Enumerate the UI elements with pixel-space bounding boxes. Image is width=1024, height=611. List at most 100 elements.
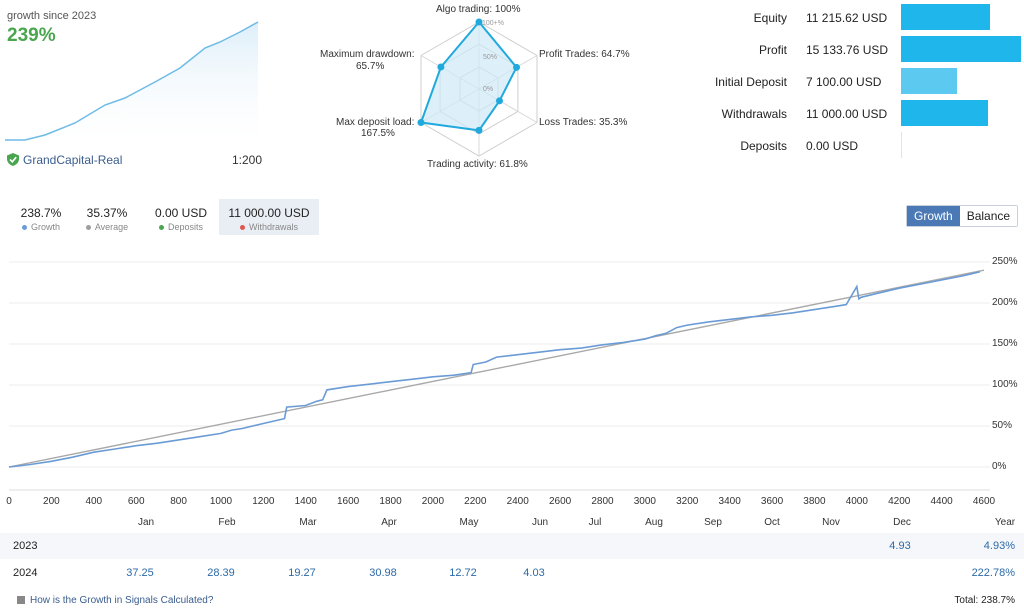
radar-scale-50: 50% xyxy=(483,54,497,61)
table-cell: 19.27 xyxy=(288,567,316,579)
stat-name: Initial Deposit xyxy=(715,75,787,89)
mini-growth-chart xyxy=(5,20,260,142)
stat-bar xyxy=(901,132,902,158)
stat-bar xyxy=(901,100,988,126)
table-cell: 12.72 xyxy=(449,567,477,579)
radar-point xyxy=(496,97,503,104)
table-cell: 4.93 xyxy=(889,540,910,552)
legend-dot xyxy=(22,225,27,230)
radar-scale-0: 0% xyxy=(483,86,493,93)
radar-label-deposit-load: Max deposit load: xyxy=(336,117,414,128)
stat-name: Withdrawals xyxy=(722,107,787,121)
stat-name: Deposits xyxy=(740,139,787,153)
month-label: Dec xyxy=(893,517,911,528)
radar-label-activity: Trading activity: 61.8% xyxy=(427,159,528,170)
stat-row: Withdrawals 11 000.00 USD xyxy=(700,100,1020,126)
table-cell: 30.98 xyxy=(369,567,397,579)
stat-bar xyxy=(901,4,990,30)
y-tick-label: 150% xyxy=(992,338,1018,349)
x-tick-label: 800 xyxy=(170,496,187,507)
month-label: Apr xyxy=(381,517,397,528)
month-label: Jun xyxy=(532,517,548,528)
summary-value: 11 000.00 USD xyxy=(219,206,319,220)
x-tick-label: 2000 xyxy=(422,496,444,507)
legend-dot xyxy=(86,225,91,230)
stat-row: Deposits 0.00 USD xyxy=(700,132,1020,158)
summary-value: 35.37% xyxy=(84,206,130,220)
summary-value: 238.7% xyxy=(18,206,64,220)
summary-key-text: Deposits xyxy=(168,222,203,232)
table-cell: 28.39 xyxy=(207,567,235,579)
x-tick-label: 2600 xyxy=(549,496,571,507)
x-tick-label: 600 xyxy=(128,496,145,507)
stat-bar xyxy=(901,36,1021,62)
radar-point xyxy=(513,64,520,71)
trend-series-line xyxy=(9,270,984,467)
month-label: Aug xyxy=(645,517,663,528)
x-tick-label: 2400 xyxy=(507,496,529,507)
growth-button[interactable]: Growth xyxy=(907,206,960,226)
radar-label-drawdown: Maximum drawdown: xyxy=(320,49,414,60)
radar-label-algo: Algo trading: 100% xyxy=(436,4,521,15)
table-row-total: 4.93% xyxy=(984,540,1015,552)
radar-point xyxy=(476,127,483,134)
summary-key-text: Growth xyxy=(31,222,60,232)
radar-chart: 100+% 50% 0% xyxy=(400,0,560,170)
radar-point xyxy=(417,119,424,126)
growth-chart xyxy=(0,250,1024,495)
summary-key: Deposits xyxy=(153,222,209,232)
radar-value-drawdown: 65.7% xyxy=(356,61,384,72)
balance-button[interactable]: Balance xyxy=(960,206,1017,226)
growth-calculation-help-link[interactable]: How is the Growth in Signals Calculated? xyxy=(30,595,213,606)
radar-point xyxy=(437,63,444,70)
y-tick-label: 200% xyxy=(992,297,1018,308)
month-label: Oct xyxy=(764,517,780,528)
stat-value: 7 100.00 USD xyxy=(806,75,881,89)
mini-chart-area xyxy=(5,22,258,142)
x-tick-label: 0 xyxy=(6,496,12,507)
table-cell: 4.03 xyxy=(523,567,544,579)
help-icon xyxy=(17,596,25,604)
summary-key: Average xyxy=(84,222,130,232)
month-label: Feb xyxy=(218,517,235,528)
account-name-link[interactable]: GrandCapital-Real xyxy=(23,153,122,167)
summary-item: 238.7% Growth xyxy=(18,206,64,232)
x-tick-label: 2800 xyxy=(591,496,613,507)
x-tick-label: 1800 xyxy=(379,496,401,507)
x-tick-label: 3200 xyxy=(676,496,698,507)
table-row-total: 222.78% xyxy=(972,567,1015,579)
stat-value: 15 133.76 USD xyxy=(806,43,888,57)
stat-value: 0.00 USD xyxy=(806,139,858,153)
month-label: Sep xyxy=(704,517,722,528)
y-tick-label: 250% xyxy=(992,256,1018,267)
summary-item[interactable]: 11 000.00 USD Withdrawals xyxy=(219,199,319,235)
x-tick-label: 400 xyxy=(85,496,102,507)
radar-value-deposit-load: 167.5% xyxy=(361,128,395,139)
summary-item: 35.37% Average xyxy=(84,206,130,232)
stat-row: Profit 15 133.76 USD xyxy=(700,36,1020,62)
radar-label-loss: Loss Trades: 35.3% xyxy=(539,117,627,128)
x-tick-label: 3000 xyxy=(634,496,656,507)
stat-value: 11 215.62 USD xyxy=(806,11,887,25)
x-tick-label: 1400 xyxy=(295,496,317,507)
legend-dot xyxy=(159,225,164,230)
table-row-bg xyxy=(0,533,1024,559)
x-tick-label: 200 xyxy=(43,496,60,507)
x-tick-label: 3800 xyxy=(803,496,825,507)
x-tick-label: 4400 xyxy=(930,496,952,507)
x-tick-label: 1000 xyxy=(210,496,232,507)
summary-item: 0.00 USD Deposits xyxy=(153,206,209,232)
stat-bar xyxy=(901,68,957,94)
summary-key-text: Average xyxy=(95,222,128,232)
x-tick-label: 2200 xyxy=(464,496,486,507)
summary-key-text: Withdrawals xyxy=(249,222,298,232)
y-tick-label: 100% xyxy=(992,379,1018,390)
stat-value: 11 000.00 USD xyxy=(806,107,887,121)
x-tick-label: 3400 xyxy=(719,496,741,507)
y-tick-label: 50% xyxy=(992,420,1012,431)
radar-label-profit: Profit Trades: 64.7% xyxy=(539,49,630,60)
table-cell: 37.25 xyxy=(126,567,154,579)
x-tick-label: 1600 xyxy=(337,496,359,507)
radar-scale-100: 100+% xyxy=(482,20,504,27)
x-tick-label: 4000 xyxy=(846,496,868,507)
